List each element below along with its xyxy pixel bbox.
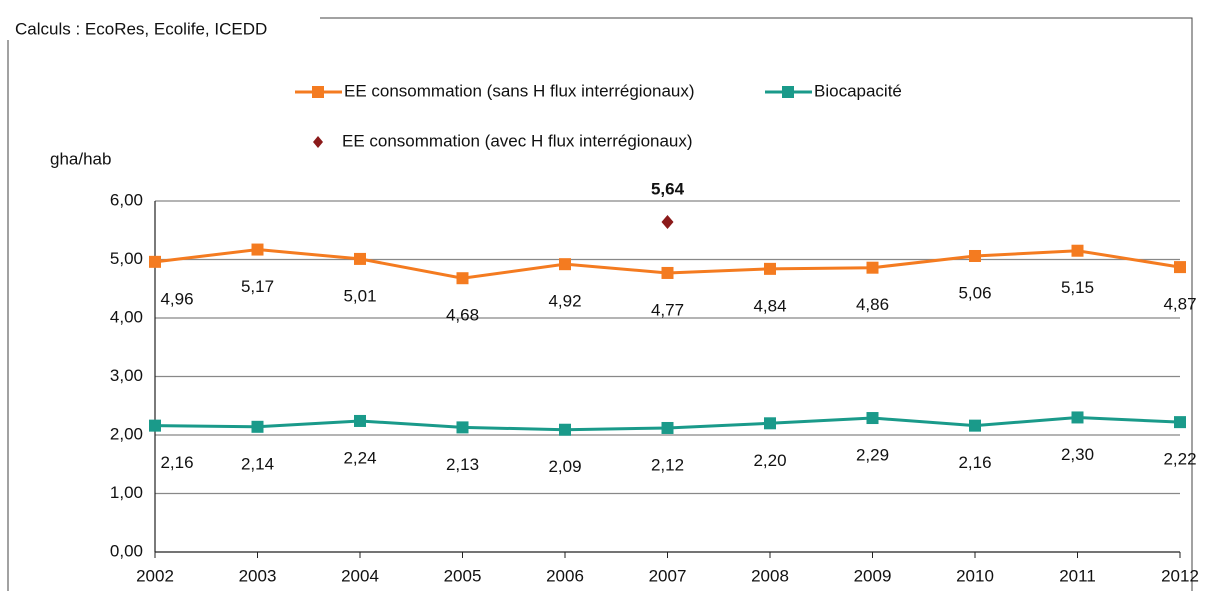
- legend-label: EE consommation (avec H flux interrégion…: [342, 131, 693, 150]
- point: [866, 412, 879, 425]
- data-label: 2,16: [958, 453, 991, 472]
- x-tick-label: 2008: [751, 566, 789, 585]
- x-tick-label: 2002: [136, 566, 174, 585]
- y-tick-label: 5,00: [110, 249, 143, 268]
- data-label: 2,16: [160, 453, 193, 472]
- data-label: 2,30: [1061, 445, 1094, 464]
- chart-subtitle: Calculs : EcoRes, Ecolife, ICEDD: [15, 19, 267, 38]
- data-label: 4,87: [1163, 295, 1196, 314]
- data-label: 5,15: [1061, 278, 1094, 297]
- data-label: 5,06: [958, 283, 991, 302]
- point: [866, 261, 879, 274]
- point: [661, 215, 674, 230]
- point: [661, 266, 674, 279]
- point: [1174, 261, 1186, 274]
- legend-marker: [312, 86, 324, 98]
- point: [1174, 416, 1186, 429]
- data-label: 4,68: [446, 306, 479, 325]
- point: [1071, 244, 1084, 257]
- data-label: 2,29: [856, 446, 889, 465]
- point: [969, 249, 981, 262]
- data-label: 2,12: [651, 455, 684, 474]
- point: [969, 419, 981, 432]
- y-tick-label: 0,00: [110, 541, 143, 560]
- point: [456, 421, 469, 434]
- point: [559, 258, 571, 271]
- data-label: 4,92: [548, 292, 581, 311]
- x-tick-label: 2009: [854, 566, 892, 585]
- y-tick-label: 4,00: [110, 307, 143, 326]
- y-tick-label: 6,00: [110, 190, 143, 209]
- point: [251, 243, 264, 256]
- data-label: 2,09: [548, 457, 581, 476]
- point: [149, 255, 161, 268]
- frame: [7, 17, 1193, 591]
- data-label: 4,96: [160, 289, 193, 308]
- x-tick-label: 2012: [1161, 566, 1199, 585]
- title-backdrop: [0, 0, 320, 40]
- data-label: 2,24: [343, 448, 376, 467]
- data-label: 5,17: [241, 277, 274, 296]
- data-label: 2,20: [753, 451, 786, 470]
- point: [354, 252, 366, 265]
- x-tick-label: 2011: [1059, 566, 1096, 585]
- data-label: 2,22: [1163, 450, 1196, 469]
- x-tick-label: 2004: [341, 566, 379, 585]
- y-tick-label: 1,00: [110, 483, 143, 502]
- x-tick-label: 2003: [239, 566, 277, 585]
- x-tick-label: 2010: [956, 566, 994, 585]
- data-label: 2,13: [446, 455, 479, 474]
- data-label: 2,14: [241, 454, 274, 473]
- point: [456, 272, 469, 285]
- x-tick-label: 2005: [444, 566, 482, 585]
- point: [661, 421, 674, 434]
- point: [354, 414, 366, 427]
- legend-marker: [313, 136, 323, 148]
- legend-label: Biocapacité: [814, 81, 902, 100]
- y-tick-label: 2,00: [110, 424, 143, 443]
- point: [251, 420, 264, 433]
- x-tick-label: 2007: [649, 566, 687, 585]
- data-label: 4,86: [856, 295, 889, 314]
- point: [559, 423, 571, 436]
- data-label: 4,77: [651, 300, 684, 319]
- data-label: 4,84: [753, 296, 786, 315]
- legend-marker: [782, 86, 794, 98]
- point: [1071, 411, 1084, 424]
- data-label: 5,64: [651, 180, 685, 199]
- point: [764, 417, 776, 430]
- legend-label: EE consommation (sans H flux interrégion…: [344, 81, 695, 100]
- y-axis-label: gha/hab: [50, 149, 111, 168]
- point: [764, 262, 776, 275]
- point: [149, 419, 161, 432]
- x-tick-label: 2006: [546, 566, 584, 585]
- y-tick-label: 3,00: [110, 366, 143, 385]
- data-label: 5,01: [343, 286, 376, 305]
